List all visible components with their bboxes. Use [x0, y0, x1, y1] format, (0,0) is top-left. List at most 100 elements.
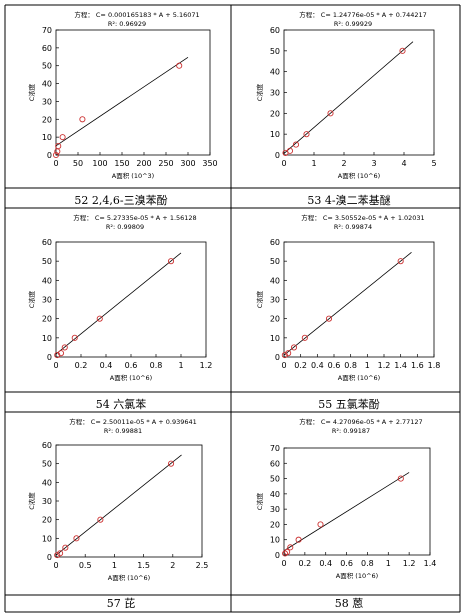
- y-tick-label: 50: [42, 62, 52, 71]
- y-tick-label: 40: [42, 80, 52, 89]
- data-point: [57, 350, 65, 357]
- y-tick-label: 60: [42, 44, 52, 53]
- x-tick-label: 0.2: [298, 559, 311, 568]
- equation-label: 方程： C= 2.50011e-05 * A + 0.939641: [69, 417, 197, 426]
- bottom-caption-0: 57 芘: [106, 597, 136, 610]
- data-point: [61, 344, 68, 351]
- y-tick-label: 60: [270, 26, 280, 35]
- x-tick-label: 1.8: [428, 361, 441, 370]
- x-tick-label: 1: [365, 361, 370, 370]
- data-point: [167, 460, 175, 467]
- chart-5: 方程： C= 4.27096e-05 * A + 2.77127 R²: 0.99…: [234, 415, 458, 593]
- fit-line: [55, 56, 189, 147]
- plot-frame: [283, 29, 435, 156]
- x-tick-label: 0: [281, 559, 286, 568]
- r2-label: R²: 0.99881: [104, 427, 142, 435]
- y-tick-label: 30: [42, 497, 52, 506]
- chart-caption: 52 2,4,6-三溴苯酚: [74, 194, 168, 207]
- y-tick-label: 0: [275, 551, 280, 560]
- y-tick-label: 10: [270, 536, 280, 545]
- x-tick-label: 0.4: [311, 361, 324, 370]
- x-axis-label: A面积 (10^6): [336, 571, 378, 580]
- data-point: [287, 544, 294, 551]
- data-point: [281, 352, 288, 359]
- data-point: [52, 151, 60, 159]
- x-tick-label: 0.8: [344, 361, 357, 370]
- data-point: [79, 116, 86, 123]
- y-tick-label: 50: [42, 257, 52, 266]
- data-point: [96, 315, 103, 322]
- y-axis-label: C浓度: [255, 290, 264, 308]
- x-tick-label: 0: [281, 159, 286, 168]
- y-tick-label: 10: [42, 534, 52, 543]
- data-point: [176, 62, 183, 69]
- x-tick-label: 1.2: [403, 559, 416, 568]
- x-axis-label: A面积 (10^6): [338, 171, 380, 180]
- y-tick-label: 60: [42, 441, 52, 450]
- plot-frame: [55, 29, 211, 156]
- y-tick-label: 20: [42, 115, 52, 124]
- data-point: [71, 334, 78, 341]
- x-tick-label: 1.2: [378, 361, 391, 370]
- x-tick-label: 5: [431, 159, 436, 168]
- y-tick-label: 50: [270, 257, 280, 266]
- x-tick-label: 0.6: [125, 361, 138, 370]
- y-tick-label: 20: [270, 109, 280, 118]
- y-tick-label: 50: [270, 47, 280, 56]
- x-tick-label: 1: [386, 559, 391, 568]
- y-tick-label: 0: [275, 353, 280, 362]
- x-tick-label: 350: [202, 159, 217, 168]
- r2-label: R²: 0.99874: [334, 223, 372, 231]
- x-tick-label: 300: [180, 159, 195, 168]
- x-tick-label: 0: [53, 159, 58, 168]
- data-point: [62, 544, 69, 551]
- x-tick-label: 0: [53, 561, 58, 570]
- plot-frame: [55, 241, 207, 358]
- y-tick-label: 20: [270, 315, 280, 324]
- data-point: [397, 475, 404, 482]
- y-tick-label: 30: [270, 89, 280, 98]
- chart-caption: 54 六氯苯: [95, 398, 147, 411]
- chart-0: 方程： C= 0.000165183 * A + 5.16071 R²: 0.96…: [8, 8, 228, 186]
- fit-line: [283, 252, 412, 356]
- y-axis-label: C浓度: [27, 492, 36, 510]
- data-point: [55, 143, 62, 150]
- y-tick-label: 50: [42, 460, 52, 469]
- x-tick-label: 0.6: [340, 559, 353, 568]
- x-tick-label: 0.2: [75, 361, 88, 370]
- x-tick-label: 1.4: [394, 361, 407, 370]
- y-tick-label: 40: [42, 276, 52, 285]
- data-point: [301, 334, 308, 341]
- x-axis-label: A面积 (10^6): [338, 373, 380, 382]
- x-tick-label: 0.5: [79, 561, 92, 570]
- data-point: [317, 521, 324, 528]
- data-point: [97, 516, 104, 523]
- x-tick-label: 200: [136, 159, 151, 168]
- y-axis-label: C浓度: [27, 290, 36, 308]
- x-tick-label: 100: [92, 159, 107, 168]
- x-tick-label: 0.4: [319, 559, 332, 568]
- y-tick-label: 60: [270, 238, 280, 247]
- x-tick-label: 1: [112, 561, 117, 570]
- x-tick-label: 1.6: [411, 361, 424, 370]
- y-tick-label: 30: [270, 505, 280, 514]
- x-axis-label: A面积 (10^3): [112, 171, 154, 180]
- y-tick-label: 60: [42, 238, 52, 247]
- x-tick-label: 1: [178, 361, 183, 370]
- y-tick-label: 0: [47, 151, 52, 160]
- x-tick-label: 0.2: [294, 361, 307, 370]
- y-tick-label: 10: [270, 334, 280, 343]
- equation-label: 方程： C= 1.24776e-05 * A + 0.744217: [299, 10, 427, 19]
- fit-line: [283, 472, 410, 552]
- x-tick-label: 150: [114, 159, 129, 168]
- x-tick-label: 1.4: [424, 559, 437, 568]
- y-tick-label: 10: [42, 334, 52, 343]
- bottom-caption-1: 58 蒽: [334, 597, 364, 610]
- equation-label: 方程： C= 5.27335e-05 * A + 1.56128: [73, 213, 196, 222]
